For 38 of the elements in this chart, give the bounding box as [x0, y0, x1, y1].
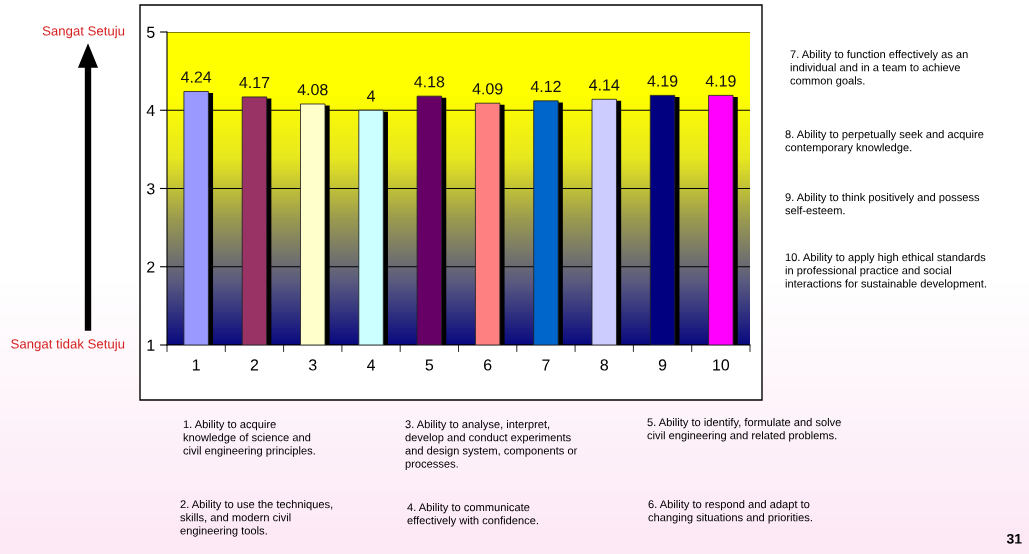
text: 4. Ability to communicate effectively with confidence. [407, 503, 538, 527]
text: 8. Ability to perpetually seek and acquire contemporary knowledge. [785, 130, 984, 154]
y-tick-label: 5 [146, 26, 155, 38]
x-tick-label: 5 [425, 359, 434, 371]
x-tick-label: 8 [600, 359, 608, 371]
text: 6. Ability to respond and adapt to changing situations and priorities. [648, 500, 812, 524]
data-label: 4.14 [589, 79, 620, 91]
data-label: 4.12 [530, 80, 561, 92]
text: 9. Ability to think positively and possess self-esteem. [785, 193, 980, 215]
y-tick-label: 2 [147, 261, 155, 273]
data-label: 4.19 [705, 75, 736, 87]
x-tick-label: 6 [484, 359, 492, 371]
data-label: 4.18 [414, 76, 445, 88]
text: 31 [1006, 533, 1022, 544]
data-label: 4.09 [472, 83, 503, 95]
data-label: 4 [366, 90, 376, 102]
y-tick-label: 1 [147, 339, 155, 351]
data-label: 4.08 [297, 83, 328, 96]
text: Sangat Setuju [42, 25, 125, 39]
x-tick-label: 3 [308, 359, 317, 371]
text: 10. Ability to apply high ethical standards in professional practice and social interactions for sustainable development. [785, 253, 986, 290]
text: 7. Ability to function effectively as an individual and in a team to achieve common goals. [790, 50, 968, 87]
text: 5. Ability to identify, formulate and solve civil engineering and related problems. [647, 418, 841, 442]
data-label: 4.19 [647, 75, 678, 87]
text: Sangat tidak Setuju [11, 338, 125, 352]
y-tick-label: 4 [146, 105, 155, 117]
text: 3. Ability to analyse, interpret, develop and conduct experiments and design system, components or processes. [405, 420, 578, 470]
data-label: 4.17 [239, 77, 270, 89]
x-tick-label: 4 [366, 359, 376, 371]
data-label: 4.24 [180, 71, 212, 83]
y-tick-label: 3 [146, 183, 155, 195]
text: 1. Ability to acquire knowledge of science and civil engineering principles. [183, 420, 315, 457]
x-tick-label: 1 [192, 359, 200, 371]
x-tick-label: 2 [250, 359, 259, 371]
text: 2. Ability to use the techniques, skills, and modern civil engineering tools. [180, 500, 333, 537]
x-tick-label: 7 [542, 359, 550, 371]
x-tick-label: 9 [658, 359, 667, 371]
x-tick-label: 10 [713, 359, 730, 371]
